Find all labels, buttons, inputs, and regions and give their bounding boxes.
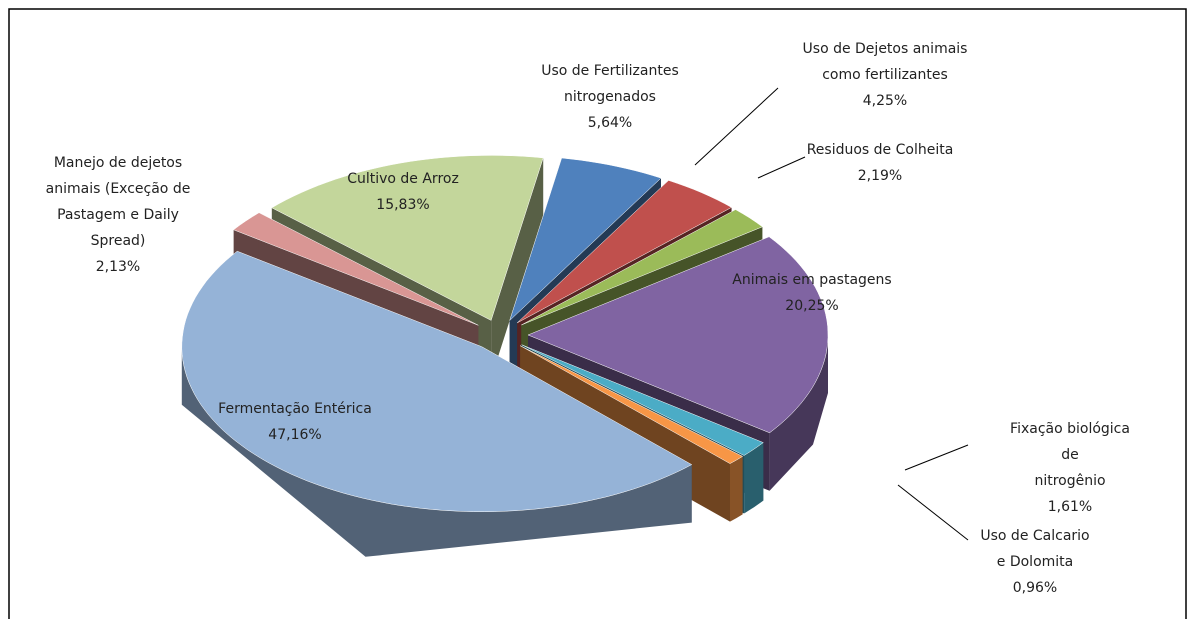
slice-name: Cultivo de Arroz (347, 171, 459, 187)
data-label: Uso de Fertilizantes nitrogenados 5,64% (541, 58, 679, 136)
slice-side (491, 157, 544, 379)
slice-value: 4,25% (862, 93, 908, 109)
data-label: Uso de Calcario e Dolomita 0,96% (980, 523, 1089, 601)
data-label: Residuos de Colheita 2,19% (807, 137, 954, 189)
slice-name: Manejo de dejetos animais (Exceção de Pa… (45, 155, 191, 249)
slice (233, 212, 479, 326)
data-label: Cultivo de Arroz 15,83% (347, 166, 459, 218)
data-label: Animais em pastagens 20,25% (732, 267, 891, 319)
slice-wall (769, 335, 828, 491)
slice-value: 5,64% (587, 115, 633, 131)
leader-line (897, 484, 969, 541)
slice-value: 2,13% (95, 259, 141, 275)
slice-value: 2,19% (857, 168, 903, 184)
data-label: Uso de Dejetos animais como fertilizante… (803, 36, 968, 114)
slice (271, 155, 544, 321)
slice (527, 236, 829, 434)
slice (520, 345, 744, 464)
slice-name: Uso de Calcario e Dolomita (980, 528, 1090, 570)
slice (521, 209, 763, 326)
slice-name: Animais em pastagens (732, 272, 892, 288)
leader-line (757, 156, 806, 179)
slice-wall (744, 442, 764, 514)
slice-value: 15,83% (376, 197, 430, 213)
slice-name: Fixação biológica de nitrogênio (1010, 421, 1130, 489)
slice-value: 1,61% (1047, 499, 1093, 515)
leader-line (904, 444, 969, 471)
slice-wall (730, 456, 743, 522)
slice-name: Residuos de Colheita (806, 142, 954, 158)
slice-name: Uso de Dejetos animais como fertilizante… (802, 41, 968, 83)
slice (509, 157, 662, 322)
data-label: Manejo de dejetos animais (Exceção de Pa… (46, 150, 191, 280)
slice (521, 344, 764, 456)
slice (517, 180, 733, 324)
frame (8, 8, 1187, 619)
slice-name: Fermentação Entérica (218, 401, 372, 417)
slice-value: 0,96% (1012, 580, 1058, 596)
slice-name: Uso de Fertilizantes nitrogenados (541, 63, 679, 105)
slice-value: 47,16% (268, 427, 322, 443)
leader-line (694, 87, 779, 166)
slice (181, 250, 693, 512)
slice-value: 20,25% (785, 298, 839, 314)
data-label: Fermentação Entérica 47,16% (218, 396, 372, 448)
data-label: Fixação biológica de nitrogênio 1,61% (1008, 416, 1133, 520)
slice-wall (181, 346, 692, 557)
